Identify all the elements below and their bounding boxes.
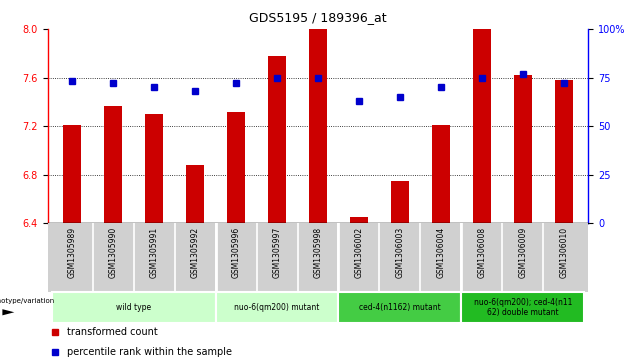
Bar [432, 125, 450, 223]
Bar [473, 29, 491, 223]
Text: GSM1306010: GSM1306010 [559, 227, 568, 278]
Bar [513, 75, 532, 223]
Text: ced-4(n1162) mutant: ced-4(n1162) mutant [359, 303, 441, 312]
Text: GSM1305989: GSM1305989 [68, 227, 77, 278]
Bar [391, 181, 409, 223]
Polygon shape [3, 309, 14, 315]
Text: GSM1305990: GSM1305990 [109, 227, 118, 278]
Text: nuo-6(qm200); ced-4(n11
62) double mutant: nuo-6(qm200); ced-4(n11 62) double mutan… [474, 298, 572, 317]
Text: percentile rank within the sample: percentile rank within the sample [67, 347, 232, 357]
Text: genotype/variation: genotype/variation [0, 298, 55, 304]
Bar [268, 56, 286, 223]
Bar [52, 292, 216, 323]
Text: nuo-6(qm200) mutant: nuo-6(qm200) mutant [234, 303, 320, 312]
Bar [216, 292, 338, 323]
Text: GSM1306002: GSM1306002 [354, 227, 363, 278]
Bar [338, 292, 461, 323]
Text: GSM1306008: GSM1306008 [478, 227, 487, 278]
Text: GSM1305996: GSM1305996 [232, 227, 240, 278]
Text: GSM1306003: GSM1306003 [396, 227, 404, 278]
Bar [145, 114, 163, 223]
Bar [461, 292, 584, 323]
Bar [350, 217, 368, 223]
Bar [309, 29, 327, 223]
Bar [63, 125, 81, 223]
Text: GSM1306009: GSM1306009 [518, 227, 527, 278]
Text: GSM1305991: GSM1305991 [149, 227, 158, 278]
Text: GSM1305998: GSM1305998 [314, 227, 322, 278]
Text: transformed count: transformed count [67, 327, 157, 337]
Text: GSM1305992: GSM1305992 [191, 227, 200, 278]
Bar [104, 106, 123, 223]
Text: GSM1305997: GSM1305997 [273, 227, 282, 278]
Text: GDS5195 / 189396_at: GDS5195 / 189396_at [249, 11, 387, 24]
Bar [227, 111, 245, 223]
Bar [555, 80, 573, 223]
Text: GSM1306004: GSM1306004 [436, 227, 445, 278]
Text: wild type: wild type [116, 303, 151, 312]
Bar [186, 165, 204, 223]
